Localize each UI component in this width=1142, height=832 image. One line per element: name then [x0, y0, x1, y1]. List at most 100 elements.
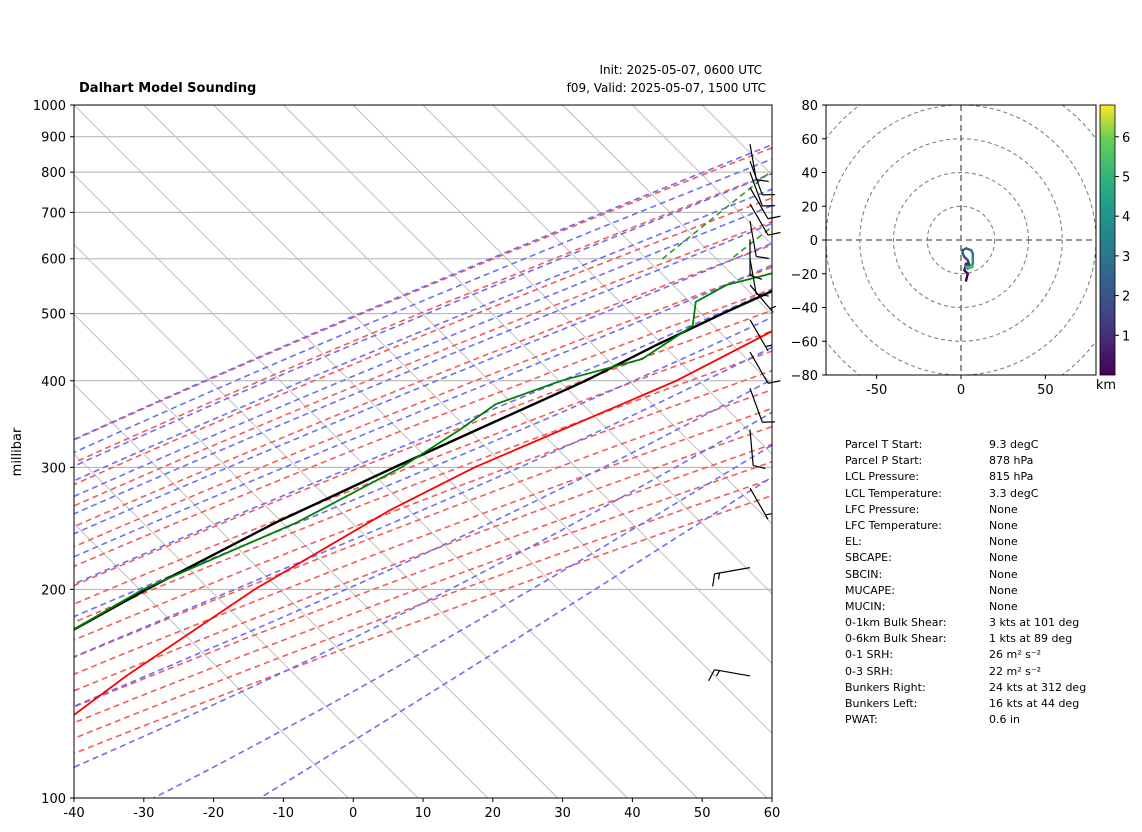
param-label: Parcel P Start:: [845, 454, 923, 468]
dry-adiabat: [74, 407, 772, 676]
skewt-plot-area: [74, 105, 1142, 798]
dewpoint-profile-line: [74, 272, 772, 631]
barb-flag: [749, 274, 763, 280]
barb-staff: [749, 203, 769, 236]
isotherm-gridline: [283, 105, 772, 595]
param-label: 0-1km Bulk Shear:: [845, 616, 947, 630]
param-value: 3.3 degC: [989, 486, 1039, 500]
dry-adiabat: [74, 350, 772, 624]
wind-barb: [749, 319, 772, 352]
moist-adiabat: [74, 264, 772, 558]
moist-adiabat: [74, 288, 772, 585]
param-value: 22 m² s⁻²: [989, 664, 1042, 678]
x-tick-label: 30: [554, 806, 571, 821]
barb-staff: [749, 429, 754, 466]
isotherm-gridline: [632, 105, 772, 246]
y-tick-label: 200: [41, 583, 66, 598]
mixing-ratio-line: [984, 105, 1142, 259]
param-value: None: [989, 502, 1018, 516]
param-label: Parcel T Start:: [845, 438, 923, 451]
isotherm-gridline: [74, 523, 349, 798]
barb-staff: [749, 487, 769, 520]
y-tick-label: 300: [41, 461, 66, 476]
isotherm-gridline: [74, 105, 768, 798]
dry-adiabat: [74, 309, 772, 587]
param-value: None: [989, 551, 1018, 565]
barb-half-flag: [717, 572, 721, 580]
param-value: 1 kts at 89 deg: [989, 632, 1073, 646]
moist-adiabat: [74, 346, 772, 658]
x-tick-label: 10: [415, 806, 432, 821]
hodo-y-tick-label: 40: [801, 167, 818, 182]
isotherm-gridline: [771, 105, 772, 106]
barb-staff: [749, 284, 774, 313]
mixing-ratio-line: [662, 169, 772, 260]
param-label: SBCIN:: [845, 567, 883, 581]
moist-adiabat: [74, 222, 772, 515]
colorbar-axis: 1 2 3 4 5 6: [1115, 131, 1130, 344]
x-tick-label: -30: [133, 806, 154, 821]
hodo-y-tick-label: 20: [801, 200, 818, 215]
dry-adiabat: [74, 220, 772, 507]
barb-flag: [707, 669, 716, 682]
barb-half-flag: [769, 305, 777, 310]
barb-staff: [749, 220, 757, 257]
wind-barb: [712, 567, 751, 587]
param-label: 0-1 SRH:: [845, 648, 894, 662]
hodo-y-tick-label: −80: [791, 369, 818, 384]
moist-adiabat: [259, 476, 772, 798]
x-tick-label: 50: [694, 806, 711, 821]
barb-staff: [714, 669, 751, 677]
y-tick-label: 800: [41, 166, 66, 181]
colorbar-unit-label: km: [1096, 378, 1116, 393]
param-value: 24 kts at 312 deg: [989, 680, 1087, 694]
barb-staff: [749, 351, 769, 384]
y-tick-label: 100: [41, 792, 66, 807]
param-label: LCL Pressure:: [845, 470, 920, 484]
barb-staff: [749, 388, 763, 423]
dry-adiabat: [74, 330, 772, 605]
colorbar-tick-label: 5: [1122, 170, 1130, 185]
wind-barbs: [707, 144, 781, 682]
param-label: LCL Temperature:: [845, 486, 942, 500]
moist-adiabat: [74, 143, 772, 441]
barb-staff: [749, 258, 757, 295]
wind-barb: [749, 203, 781, 236]
chart-title: Dalhart Model Sounding: [79, 81, 256, 96]
moist-adiabat: [74, 242, 772, 535]
hodograph-plot-area: [826, 105, 1096, 375]
skewt-frame: [73, 104, 773, 799]
hodo-x-tick-label: 0: [957, 383, 965, 398]
colorbar-tick-label: 4: [1122, 210, 1130, 225]
param-value: None: [989, 535, 1018, 549]
dry-adiabat: [74, 244, 772, 528]
mixing-ratio-line: [731, 225, 772, 260]
y-tick-label: 500: [41, 308, 66, 323]
param-label: MUCIN:: [845, 599, 886, 613]
moist-adiabat: [74, 172, 772, 468]
param-label: LFC Pressure:: [845, 502, 920, 516]
wind-barb: [749, 429, 766, 470]
param-label: LFC Temperature:: [845, 518, 943, 532]
y-tick-label: 1000: [33, 99, 66, 114]
isotherm-gridline: [422, 105, 772, 455]
mixing-ratio-line: [823, 105, 1023, 259]
valid-label: f09, Valid: 2025-05-07, 1500 UTC: [567, 81, 766, 95]
param-value: None: [989, 567, 1018, 581]
moist-adiabat: [74, 411, 772, 769]
dry-adiabat: [74, 460, 772, 724]
parcel-profile-line: [74, 330, 772, 716]
mixing-ratio-line: [869, 105, 1072, 259]
isotherm-gridline: [562, 105, 772, 316]
colorbar-tick-label: 1: [1122, 329, 1130, 344]
hodo-x-tick-label: -50: [866, 383, 887, 398]
y-tick-label: 400: [41, 375, 66, 390]
param-value: 0.6 in: [989, 713, 1021, 727]
colorbar: [1099, 104, 1116, 376]
barb-flag: [767, 215, 781, 220]
wind-barb: [749, 239, 763, 280]
barb-flag: [712, 573, 716, 587]
isotherm-gridline: [74, 313, 558, 798]
isotherm-gridline: [352, 105, 772, 525]
param-label: 0-6km Bulk Shear:: [845, 632, 947, 646]
